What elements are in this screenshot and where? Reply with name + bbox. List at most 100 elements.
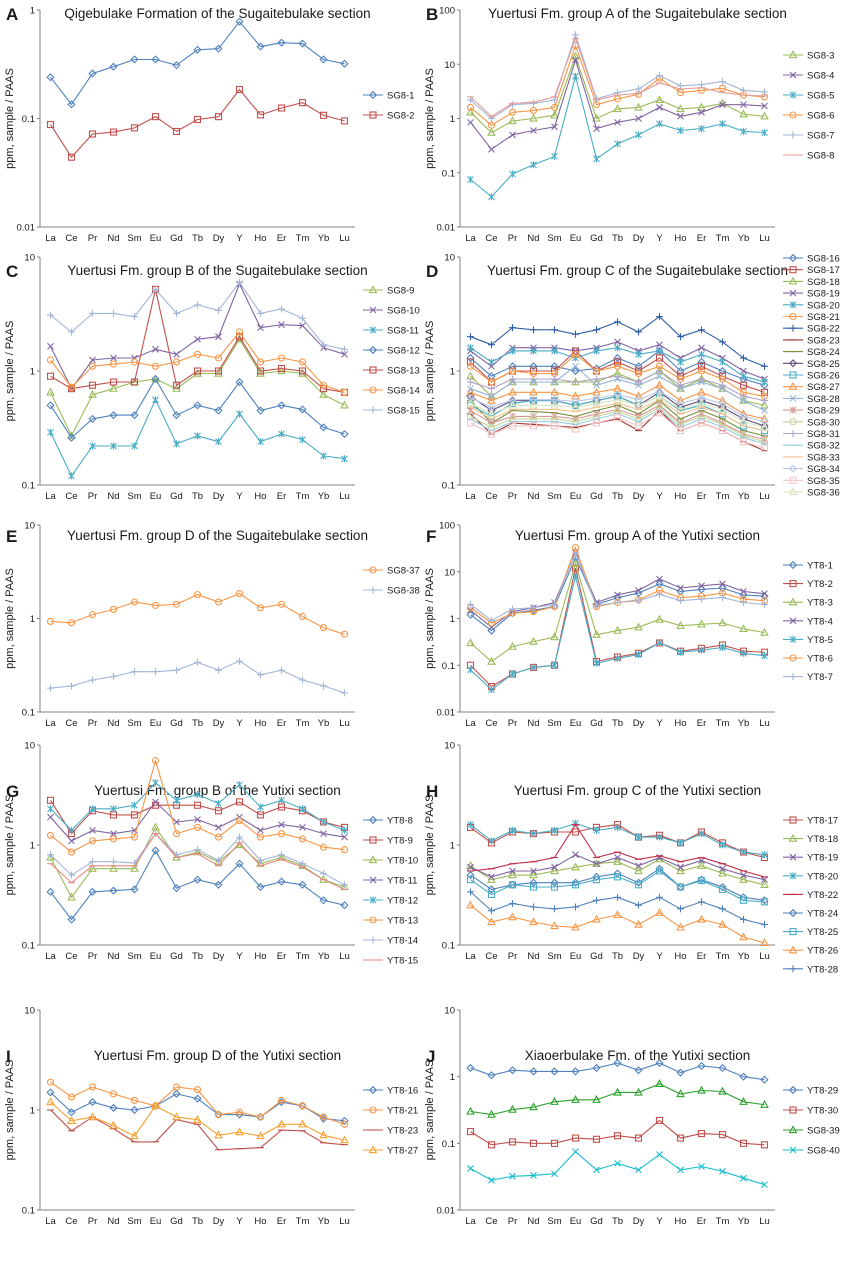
marker-x — [761, 102, 768, 110]
marker-square — [298, 367, 307, 375]
marker-diamond — [571, 1067, 580, 1076]
marker-circle — [508, 108, 517, 116]
marker-circle — [109, 1090, 118, 1098]
marker-x — [614, 118, 621, 126]
marker-diamond — [151, 55, 160, 64]
marker-square — [487, 1141, 496, 1149]
series-yt8-28 — [467, 888, 768, 929]
marker-circle — [529, 107, 538, 115]
marker-triangle — [760, 880, 769, 888]
marker-circle — [109, 605, 118, 613]
marker-triangle — [697, 861, 706, 869]
marker-square — [634, 881, 643, 889]
marker-triangle — [508, 641, 517, 650]
series-sg8-10 — [47, 280, 348, 393]
y-tick-label: 100 — [439, 521, 455, 532]
marker-square — [697, 362, 706, 370]
x-tick-label: Pr — [508, 491, 518, 502]
marker-triangle — [46, 387, 55, 396]
marker-square — [760, 898, 769, 906]
marker-circle — [235, 1108, 244, 1116]
legend-entry: YT8-16 — [363, 1086, 418, 1097]
marker-triangle — [529, 113, 538, 122]
legend-entry: SG8-29 — [783, 406, 840, 417]
marker-diamond — [529, 395, 538, 404]
chart-panel-c: C Yuertusi Fm. group B of the Sugaitebula… — [4, 253, 420, 503]
marker-square — [214, 807, 223, 815]
series-yt8-20 — [467, 819, 768, 859]
y-axis-label: ppm, sample / PAAS — [4, 321, 16, 422]
legend-entry: SG8-28 — [783, 394, 840, 405]
marker-triangle — [340, 400, 349, 409]
marker-x — [509, 867, 516, 875]
marker-diamond — [214, 406, 223, 415]
legend-label: SG8-35 — [807, 476, 840, 487]
y-tick-label: 10 — [444, 741, 455, 752]
x-tick-label: Nd — [107, 951, 119, 962]
legend-entry: SG8-4 — [783, 71, 834, 82]
marker-circle — [151, 362, 160, 370]
marker-diamond — [550, 395, 559, 404]
series-line — [470, 858, 765, 886]
marker-triangle — [788, 487, 798, 496]
marker-square — [277, 803, 286, 811]
x-tick-label: Ce — [65, 1216, 77, 1227]
y-tick-label: 10 — [444, 1006, 455, 1017]
legend-entry: SG8-6 — [783, 111, 834, 122]
x-tick-label: Gd — [170, 1216, 183, 1227]
legend-entry: SG8-40 — [783, 1146, 840, 1157]
x-tick-label: Sm — [127, 491, 141, 502]
marker-x — [89, 356, 96, 364]
marker-diamond — [130, 885, 139, 894]
x-tick-label: Er — [277, 233, 287, 244]
marker-circle — [46, 617, 55, 625]
legend-entry: YT8-5 — [783, 635, 833, 646]
marker-square — [571, 881, 580, 889]
legend-label: YT8-28 — [807, 964, 838, 975]
legend-label: SG8-32 — [807, 441, 840, 452]
marker-diamond — [697, 1061, 706, 1070]
marker-circle — [487, 378, 496, 386]
marker-x — [719, 101, 726, 109]
marker-square — [508, 399, 517, 407]
marker-x — [572, 362, 579, 370]
series-sg8-22 — [467, 313, 768, 370]
series-line — [50, 849, 345, 921]
series-line — [470, 412, 765, 449]
x-tick-label: Lu — [759, 233, 770, 244]
marker-square — [613, 873, 622, 881]
legend-entry: SG8-8 — [783, 151, 834, 162]
marker-x — [173, 818, 180, 826]
x-tick-label: Tm — [716, 491, 730, 502]
x-tick-label: Lu — [339, 718, 350, 729]
legend-label: SG8-34 — [807, 464, 840, 475]
legend-entry: SG8-34 — [783, 464, 840, 475]
marker-circle — [319, 624, 328, 632]
marker-circle — [340, 846, 349, 854]
marker-triangle — [550, 400, 559, 409]
legend-entry: YT8-24 — [783, 909, 838, 920]
series-yt8-5 — [467, 572, 768, 694]
legend-entry: YT8-17 — [783, 816, 838, 827]
series-yt8-11 — [47, 798, 348, 845]
marker-x — [789, 617, 797, 625]
marker-diamond — [739, 1072, 748, 1081]
marker-x — [656, 575, 663, 583]
marker-diamond — [130, 55, 139, 64]
series-yt8-16 — [46, 1088, 349, 1125]
chart-panel-g: G Yuertusi Fm. group B of the Yutixi sect… — [4, 741, 418, 967]
marker-square — [571, 828, 580, 836]
legend-entry: YT8-18 — [783, 833, 838, 845]
x-tick-label: Nd — [527, 718, 539, 729]
legend-entry: SG8-11 — [363, 326, 419, 337]
legend-entry: YT8-22 — [783, 890, 838, 901]
y-tick-label: 0.1 — [442, 1139, 455, 1150]
marker-triangle — [655, 614, 664, 623]
marker-triangle — [697, 914, 706, 923]
x-tick-label: Tb — [612, 233, 623, 244]
marker-circle — [298, 1102, 307, 1110]
x-tick-label: Y — [236, 718, 243, 729]
marker-square — [676, 1134, 685, 1142]
marker-diamond — [718, 366, 727, 376]
marker-diamond — [109, 886, 118, 895]
